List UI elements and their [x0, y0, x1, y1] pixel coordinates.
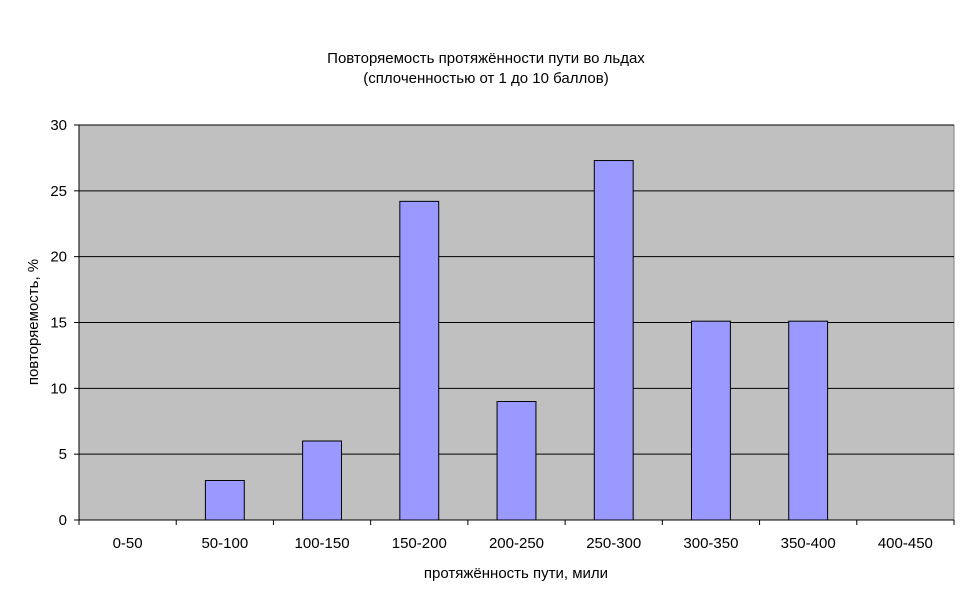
bar-350-400 [788, 320, 829, 521]
x-axis-label: протяжённость пути, мили [424, 565, 608, 582]
bar-200-250 [496, 401, 537, 521]
y-tick-label: 20 [50, 249, 67, 266]
x-tick-label: 50-100 [201, 535, 248, 552]
chart-title-line-1: Повторяемость протяжённости пути во льда… [327, 50, 645, 67]
x-tick-label: 300-350 [683, 535, 738, 552]
bar-100-150 [302, 440, 343, 521]
x-tick-label: 200-250 [489, 535, 544, 552]
y-tick-labels: 0 5 10 15 20 25 30 [50, 117, 67, 529]
y-tick-label: 25 [50, 183, 67, 200]
axes [74, 124, 955, 525]
x-tick-label: 0-50 [113, 535, 143, 552]
y-tick-label: 15 [50, 315, 67, 332]
y-tick-label: 5 [59, 446, 67, 463]
x-tick-label: 400-450 [878, 535, 933, 552]
x-tick-label: 150-200 [392, 535, 447, 552]
x-tick-label: 350-400 [781, 535, 836, 552]
x-tick-label: 250-300 [586, 535, 641, 552]
y-axis-label: повторяемость, % [25, 259, 42, 385]
bar-50-100 [204, 480, 245, 521]
bar-250-300 [593, 160, 634, 521]
y-tick-label: 0 [59, 512, 67, 529]
x-tick-labels: 0-50 50-100 100-150 150-200 200-250 250-300 30… [113, 535, 933, 552]
chart-title-line-2: (сплоченностью от 1 до 10 баллов) [363, 70, 608, 87]
bar-150-200 [399, 200, 440, 521]
bar-300-350 [691, 320, 731, 521]
bars [204, 160, 829, 521]
y-tick-label: 30 [50, 117, 67, 134]
y-tick-label: 10 [50, 380, 67, 397]
x-tick-label: 100-150 [295, 535, 350, 552]
